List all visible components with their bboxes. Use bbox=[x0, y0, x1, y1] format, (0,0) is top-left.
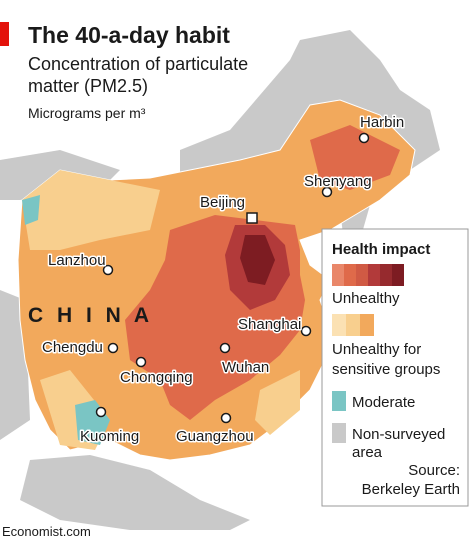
legend-label: Unhealthy for bbox=[332, 341, 421, 358]
legend-label: sensitive groups bbox=[332, 361, 440, 378]
legend-label: Unhealthy bbox=[332, 290, 400, 307]
legend-label: Moderate bbox=[352, 394, 415, 411]
city-marker bbox=[220, 412, 232, 424]
city-marker bbox=[219, 342, 231, 354]
swatch-non-surveyed bbox=[332, 423, 346, 443]
city-label: Chongqing bbox=[120, 369, 193, 386]
city-marker bbox=[358, 132, 370, 144]
city-marker bbox=[300, 325, 312, 337]
swatch-moderate bbox=[332, 391, 346, 411]
city-label: Guangzhou bbox=[176, 428, 254, 445]
swatches-sensitive bbox=[332, 314, 374, 336]
legend-label: Non-surveyed bbox=[352, 426, 445, 443]
footer: Economist.com bbox=[2, 524, 91, 539]
city-label: Harbin bbox=[360, 114, 404, 131]
city-label: Shenyang bbox=[304, 173, 372, 190]
city-label: Lanzhou bbox=[48, 252, 106, 269]
hazardous-area bbox=[240, 235, 275, 285]
city-marker bbox=[107, 342, 119, 354]
china-lighter bbox=[22, 170, 300, 450]
legend-title: Health impact bbox=[332, 241, 430, 258]
source: Berkeley Earth bbox=[362, 481, 460, 498]
title: The 40-a-day habit bbox=[28, 22, 230, 48]
legend-label: area bbox=[352, 444, 383, 461]
swatches-unhealthy bbox=[332, 264, 404, 286]
city-label: Kuoming bbox=[80, 428, 139, 445]
city-label: Chengdu bbox=[42, 339, 103, 356]
unit: Micrograms per m³ bbox=[28, 105, 146, 121]
city-marker bbox=[321, 186, 333, 198]
country-label: C H I N A bbox=[28, 304, 153, 327]
city-marker bbox=[102, 264, 114, 276]
accent-bar bbox=[0, 22, 9, 46]
city-label: Beijing bbox=[200, 194, 245, 211]
source: Source: bbox=[408, 462, 460, 479]
subtitle: matter (PM2.5) bbox=[28, 76, 148, 96]
legend: Health impact Unhealthy Unhealthy for se… bbox=[321, 228, 469, 507]
city-marker bbox=[246, 212, 258, 224]
subtitle: Concentration of particulate bbox=[28, 54, 248, 74]
city-label: Wuhan bbox=[222, 359, 269, 376]
city-label: Shanghai bbox=[238, 316, 301, 333]
cities: Harbin Shenyang Beijing Lanzhou Chengdu Chong… bbox=[41, 113, 406, 447]
city-marker bbox=[135, 356, 147, 368]
moderate-area bbox=[22, 195, 110, 445]
city-marker bbox=[95, 406, 107, 418]
